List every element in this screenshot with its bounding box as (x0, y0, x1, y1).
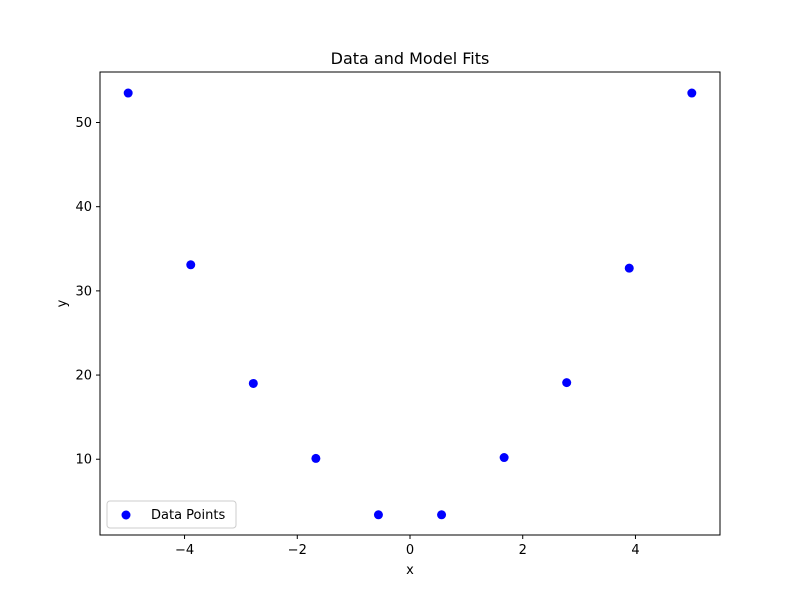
x-axis: −4 −2 0 2 4 (175, 535, 640, 558)
data-point (624, 263, 634, 273)
x-tick-label: 4 (631, 543, 639, 558)
x-axis-label: x (406, 563, 414, 578)
data-point (562, 378, 572, 388)
x-tick-label: −4 (175, 543, 194, 558)
y-tick-label: 30 (75, 284, 92, 299)
data-point (186, 260, 196, 270)
y-axis: 10 20 30 40 50 (75, 116, 100, 468)
y-tick-label: 40 (75, 200, 92, 215)
legend-label: Data Points (151, 508, 225, 523)
y-tick-label: 50 (75, 116, 92, 131)
data-point (248, 378, 258, 388)
y-tick-label: 10 (75, 453, 92, 468)
legend-marker (121, 510, 131, 520)
legend-box (106, 500, 237, 529)
x-tick-label: 2 (519, 543, 527, 558)
data-point (373, 510, 383, 520)
y-tick-label: 20 (75, 369, 92, 384)
x-tick-label: 0 (406, 543, 414, 558)
data-point (123, 88, 133, 98)
y-axis-label: y (55, 299, 70, 307)
chart-title: Data and Model Fits (331, 49, 490, 68)
legend: Data Points (106, 500, 237, 529)
data-point (311, 453, 321, 463)
data-points-layer (123, 88, 697, 520)
data-point (437, 510, 447, 520)
x-tick-label: −2 (288, 543, 307, 558)
data-point (499, 453, 509, 463)
data-point (687, 88, 697, 98)
